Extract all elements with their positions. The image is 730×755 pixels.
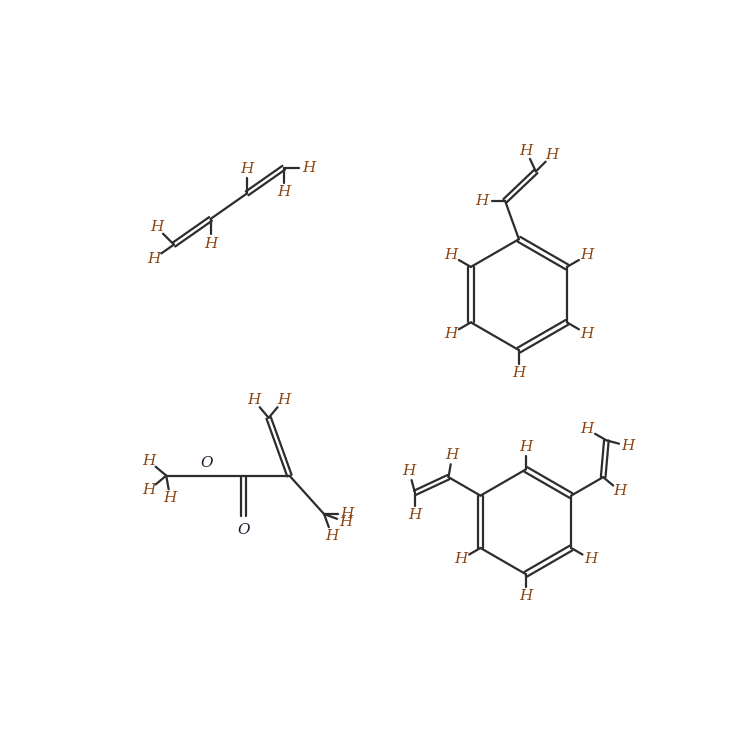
Text: H: H [326, 528, 339, 543]
Text: H: H [580, 422, 593, 436]
Text: H: H [445, 248, 458, 263]
Text: H: H [475, 194, 488, 208]
Text: H: H [142, 454, 155, 468]
Text: H: H [142, 483, 155, 498]
Text: H: H [402, 464, 416, 478]
Text: H: H [519, 440, 532, 454]
Text: H: H [584, 552, 597, 566]
Text: H: H [512, 366, 526, 381]
Text: H: H [341, 507, 354, 521]
Text: H: H [580, 327, 593, 341]
Text: H: H [247, 393, 261, 407]
Text: H: H [277, 393, 290, 407]
Text: O: O [201, 456, 213, 470]
Text: H: H [408, 508, 422, 522]
Text: H: H [277, 186, 291, 199]
Text: H: H [204, 236, 217, 251]
Text: O: O [237, 522, 250, 537]
Text: H: H [614, 485, 627, 498]
Text: H: H [621, 439, 634, 453]
Text: H: H [302, 161, 315, 174]
Text: H: H [150, 220, 163, 234]
Text: H: H [519, 590, 532, 603]
Text: H: H [446, 448, 459, 462]
Text: H: H [545, 148, 558, 162]
Text: H: H [240, 162, 254, 176]
Text: H: H [455, 552, 468, 566]
Text: H: H [339, 515, 353, 529]
Text: H: H [445, 327, 458, 341]
Text: H: H [580, 248, 593, 263]
Text: H: H [164, 492, 177, 505]
Text: H: H [147, 251, 161, 266]
Text: H: H [520, 143, 533, 158]
